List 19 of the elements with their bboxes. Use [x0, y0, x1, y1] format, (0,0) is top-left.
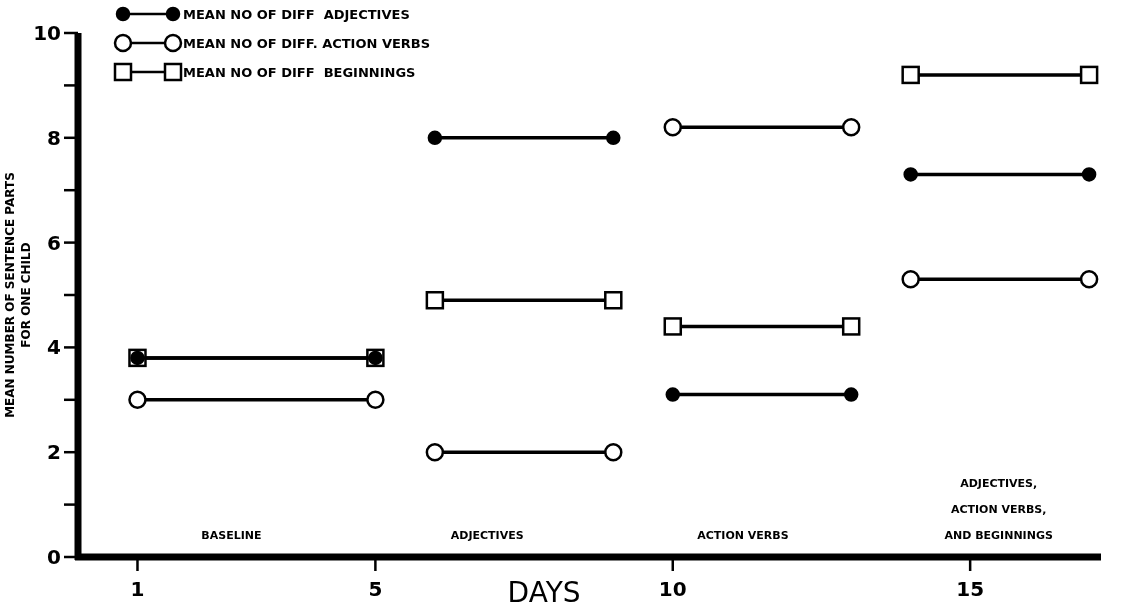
- x-tick-label: 5: [368, 577, 383, 601]
- x-tick-label: 10: [658, 577, 687, 601]
- legend-label: MEAN NO OF DIFF. ACTION VERBS: [183, 35, 431, 51]
- annotation: ACTION VERBS: [697, 529, 789, 542]
- legend-label: MEAN NO OF DIFF BEGINNINGS: [183, 64, 416, 80]
- x-tick-label: 1: [130, 577, 145, 601]
- annotation: BASELINE: [201, 529, 262, 542]
- legend-label: MEAN NO OF DIFF ADJECTIVES: [183, 6, 410, 22]
- y-tick-label: 2: [47, 440, 61, 465]
- y-tick-label: 10: [33, 21, 61, 45]
- annotation: ADJECTIVES: [450, 529, 524, 542]
- y-axis-title: MEAN NUMBER OF SENTENCE PARTS FOR ONE CHILD: [3, 172, 33, 418]
- y-tick-label: 0: [47, 545, 61, 569]
- x-tick-label: 15: [956, 577, 985, 601]
- annotation: ADJECTIVES, ACTION VERBS, AND BEGINNINGS: [944, 477, 1053, 542]
- y-tick-label: 4: [47, 335, 61, 360]
- x-axis-title: DAYS: [507, 576, 581, 606]
- y-tick-label: 6: [47, 230, 61, 255]
- y-tick-label: 8: [47, 125, 61, 150]
